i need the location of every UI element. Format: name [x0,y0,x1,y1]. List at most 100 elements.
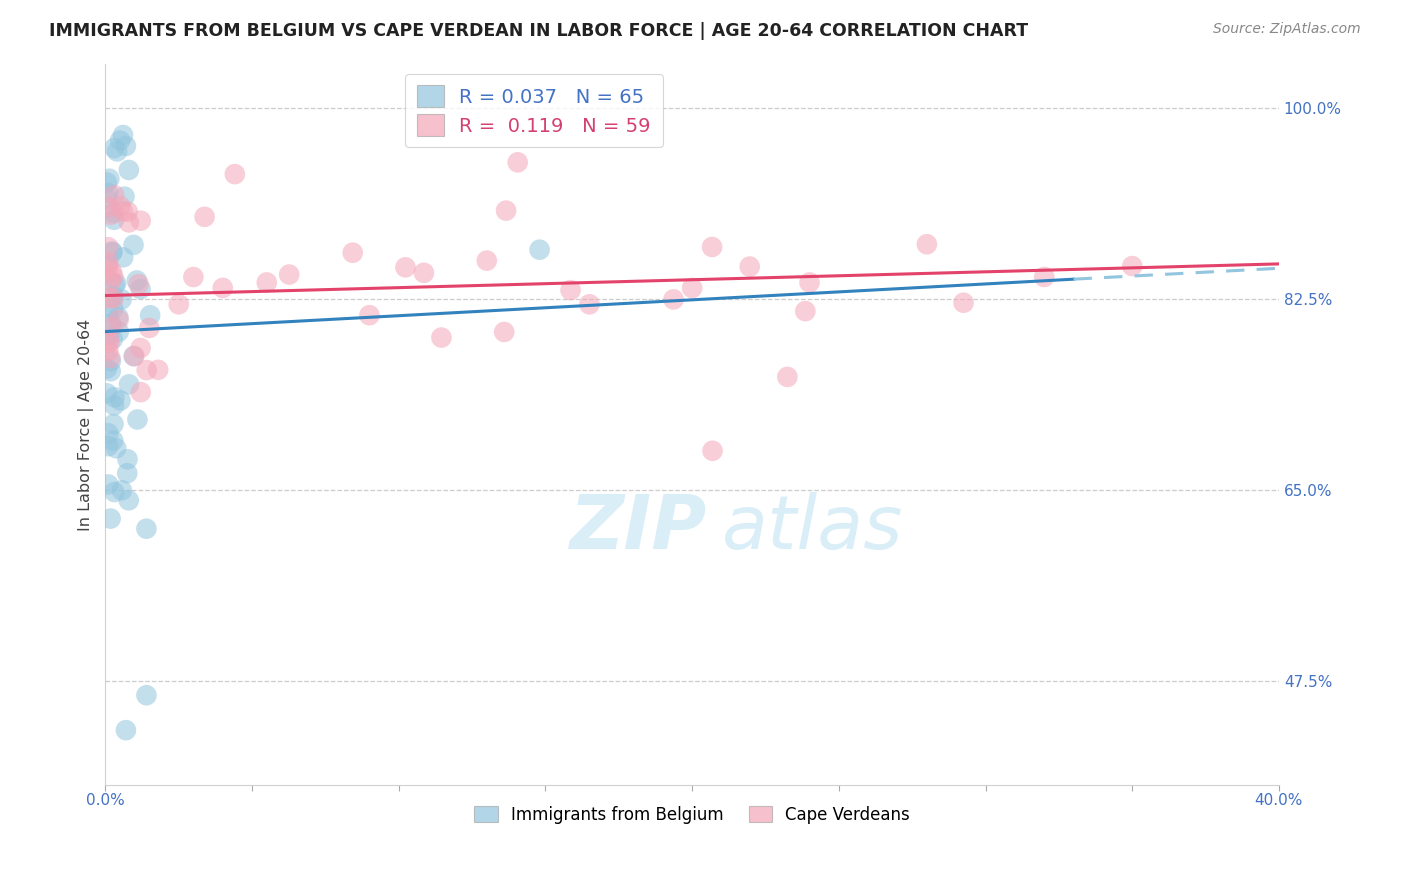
Point [115,139,138,153]
Point [135,688,157,702]
Point [167,297,190,311]
Point [125,273,148,287]
Point [98,327,121,342]
Point [101,245,124,260]
Point [700,240,723,254]
Point [129,213,152,227]
Point [100,354,122,368]
Point [115,723,138,738]
Point [103,390,125,404]
Point [183,270,205,285]
Point [97,186,120,200]
Point [211,281,233,295]
Point [394,260,416,275]
Point [96,176,118,190]
Point [139,308,162,322]
Point [103,188,125,202]
Point [112,250,135,264]
Point [118,163,141,178]
Point [103,141,125,155]
Point [256,276,278,290]
Point [506,155,529,169]
Point [138,321,160,335]
Point [97,477,120,491]
Point [98,335,121,350]
Text: 40.0%: 40.0% [1254,794,1303,808]
Point [105,442,128,456]
Point [103,206,125,220]
Point [110,393,132,408]
Point [108,199,131,213]
Point [100,317,122,331]
Point [342,245,364,260]
Y-axis label: In Labor Force | Age 20-64: In Labor Force | Age 20-64 [79,318,94,531]
Point [103,417,125,431]
Point [915,237,938,252]
Point [96,258,118,272]
Point [97,334,120,348]
Point [111,204,134,219]
Point [794,304,817,318]
Point [101,244,124,259]
Point [111,483,134,498]
Point [494,325,516,339]
Point [129,282,152,296]
Point [100,319,122,334]
Point [194,210,217,224]
Point [117,204,139,219]
Point [108,134,131,148]
Point [103,398,125,412]
Point [100,351,122,366]
Point [122,238,145,252]
Point [100,208,122,222]
Point [98,292,121,306]
Point [96,361,118,376]
Text: IMMIGRANTS FROM BELGIUM VS CAPE VERDEAN IN LABOR FORCE | AGE 20-64 CORRELATION C: IMMIGRANTS FROM BELGIUM VS CAPE VERDEAN … [49,22,1028,40]
Point [1033,270,1056,285]
Point [117,452,139,467]
Point [105,277,128,291]
Point [135,522,157,536]
Point [107,310,129,325]
Point [97,307,120,321]
Legend: Immigrants from Belgium, Cape Verdeans: Immigrants from Belgium, Cape Verdeans [468,799,917,830]
Point [107,313,129,327]
Point [129,341,152,355]
Point [97,240,120,254]
Point [127,412,149,426]
Point [103,301,125,316]
Point [97,260,120,274]
Point [430,330,453,344]
Point [475,253,498,268]
Text: 0.0%: 0.0% [86,794,125,808]
Point [278,268,301,282]
Point [98,171,121,186]
Point [111,128,134,142]
Point [100,511,122,525]
Point [97,343,120,358]
Point [103,292,125,306]
Point [776,370,799,384]
Point [96,386,118,401]
Text: Source: ZipAtlas.com: Source: ZipAtlas.com [1213,22,1361,37]
Point [114,189,136,203]
Point [103,485,125,500]
Point [118,215,141,229]
Point [1121,259,1143,273]
Point [135,363,157,377]
Point [107,325,129,339]
Point [529,243,551,257]
Point [103,212,125,227]
Point [97,426,120,441]
Point [111,293,134,307]
Point [560,283,582,297]
Point [578,297,600,311]
Point [952,295,974,310]
Text: ZIP: ZIP [569,491,707,565]
Point [105,145,128,159]
Point [359,308,381,322]
Point [117,467,139,481]
Point [662,293,685,307]
Point [738,260,761,274]
Point [124,349,146,363]
